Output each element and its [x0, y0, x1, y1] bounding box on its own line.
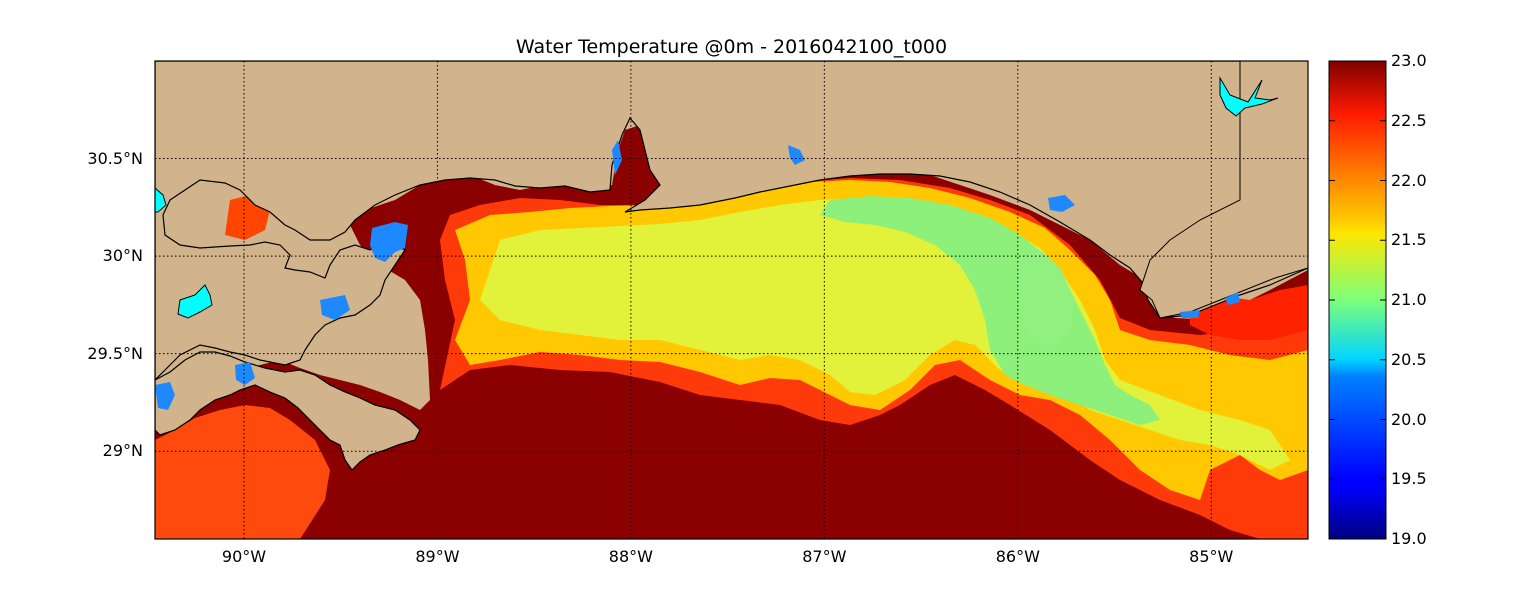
lat-tick-label: 30°N — [102, 246, 143, 266]
colorbar-ticks — [1329, 60, 1386, 540]
graticule — [155, 61, 1308, 539]
lon-tick-label: 87°W — [802, 547, 847, 566]
colorbar-tick-label: 21.0 — [1391, 290, 1427, 309]
lake-pontchartrain — [177, 284, 213, 319]
sea-green-east — [1015, 250, 1075, 350]
bay-blue-f — [1048, 195, 1075, 212]
bay-blue-e — [788, 145, 805, 165]
lon-tick-label: 88°W — [608, 547, 653, 566]
lon-tick-label: 85°W — [1189, 547, 1234, 566]
colorbar-tick-label: 19.5 — [1391, 469, 1427, 489]
inland-water-bodies — [155, 76, 1279, 410]
bay-blue-g — [1180, 310, 1200, 318]
colorbar-tick-label: 22.0 — [1391, 170, 1427, 190]
sea-orange-west — [155, 405, 330, 539]
lat-tick-label: 30.5°N — [87, 148, 143, 168]
colorbar-tick-label: 20.0 — [1391, 409, 1427, 429]
lake-west-edge — [155, 187, 167, 213]
sea-green-core — [820, 196, 1160, 425]
east-shore-land — [1139, 61, 1308, 319]
colorbar-tick-label: 23.0 — [1391, 51, 1427, 70]
colorbar-tick-label: 22.5 — [1391, 110, 1427, 130]
colorbar-tick-label: 19.0 — [1391, 529, 1427, 548]
marsh-blue-b — [235, 362, 255, 385]
delta-land — [155, 351, 421, 471]
colorbar-tick-label: 20.5 — [1391, 349, 1427, 369]
plot-frame — [154, 60, 1309, 540]
bay-blue-h — [1225, 292, 1240, 305]
sea-temperature-field — [155, 125, 1308, 539]
marsh-blue-a — [155, 382, 175, 410]
lat-tick-label: 29°N — [102, 441, 143, 461]
colorbar — [1328, 60, 1387, 540]
north-shore-land — [155, 61, 1308, 381]
sound-blue-b — [320, 295, 350, 320]
bay-mobile-blue — [612, 140, 622, 175]
coastline-land — [155, 61, 1308, 471]
lon-tick-label: 89°W — [415, 547, 460, 566]
colorbar-tick-label: 21.5 — [1391, 230, 1427, 250]
sound-blue-a — [370, 222, 408, 262]
map-title: Water Temperature @0m - 2016042100_t000 — [515, 36, 948, 58]
lake-northeast — [1219, 76, 1279, 117]
lon-tick-label: 90°W — [221, 547, 267, 566]
lon-tick-label: 86°W — [995, 547, 1040, 566]
lat-tick-label: 29.5°N — [87, 343, 143, 363]
